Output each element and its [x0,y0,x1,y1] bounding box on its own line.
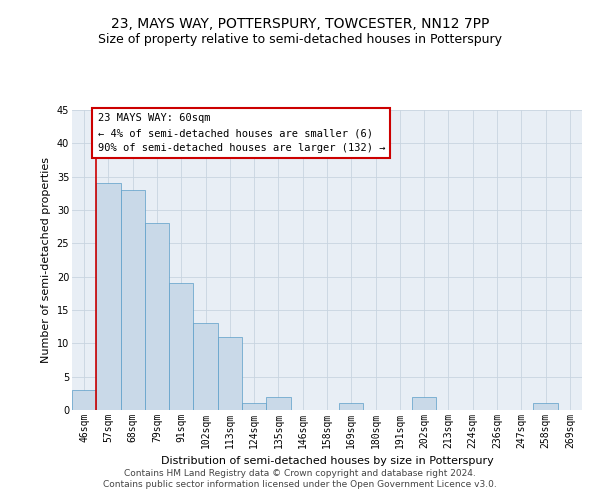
Bar [412,396,436,410]
Bar [193,324,218,410]
Bar [96,184,121,410]
Text: Size of property relative to semi-detached houses in Potterspury: Size of property relative to semi-detach… [98,32,502,46]
Bar [242,404,266,410]
X-axis label: Distribution of semi-detached houses by size in Potterspury: Distribution of semi-detached houses by … [161,456,493,466]
Bar [145,224,169,410]
Bar [339,404,364,410]
Bar [533,404,558,410]
Bar [218,336,242,410]
Text: Contains public sector information licensed under the Open Government Licence v3: Contains public sector information licen… [103,480,497,489]
Bar [121,190,145,410]
Text: Contains HM Land Registry data © Crown copyright and database right 2024.: Contains HM Land Registry data © Crown c… [124,468,476,477]
Text: 23, MAYS WAY, POTTERSPURY, TOWCESTER, NN12 7PP: 23, MAYS WAY, POTTERSPURY, TOWCESTER, NN… [111,18,489,32]
Bar [72,390,96,410]
Bar [266,396,290,410]
Y-axis label: Number of semi-detached properties: Number of semi-detached properties [41,157,51,363]
Text: 23 MAYS WAY: 60sqm
← 4% of semi-detached houses are smaller (6)
90% of semi-deta: 23 MAYS WAY: 60sqm ← 4% of semi-detached… [97,114,385,153]
Bar [169,284,193,410]
